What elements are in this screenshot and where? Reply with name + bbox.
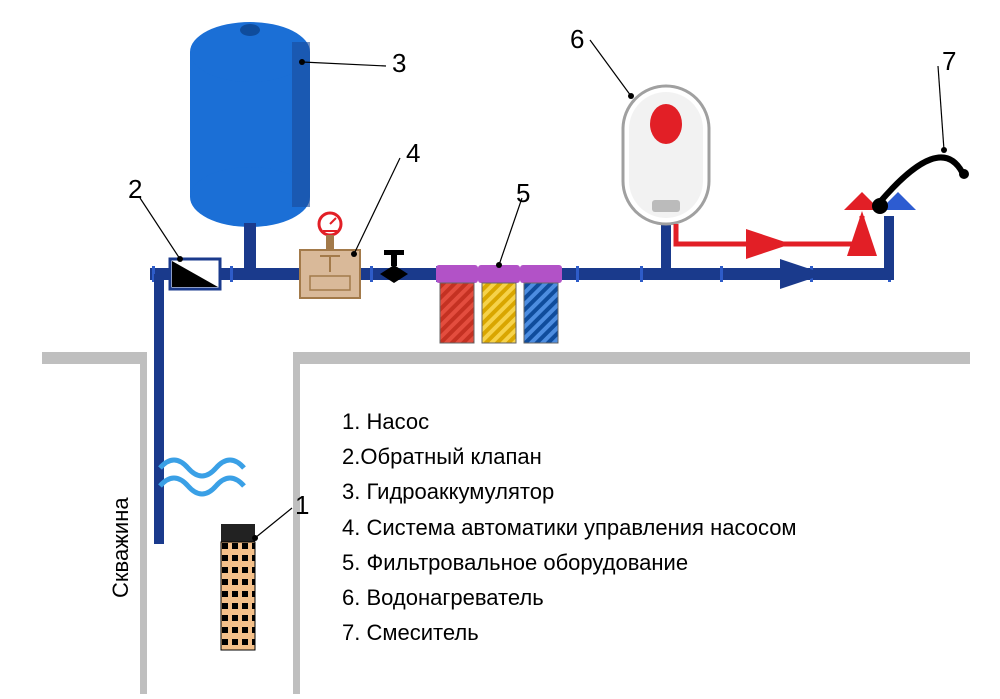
- callout-3: 3: [392, 48, 406, 79]
- legend-item-6: 6. Водонагреватель: [342, 580, 797, 615]
- callout-2: 2: [128, 174, 142, 205]
- legend-item-2: 2.Обратный клапан: [342, 439, 797, 474]
- callout-1: 1: [295, 490, 309, 521]
- callout-6: 6: [570, 24, 584, 55]
- legend-item-3: 3. Гидроаккумулятор: [342, 474, 797, 509]
- callout-7: 7: [942, 46, 956, 77]
- callout-5: 5: [516, 178, 530, 209]
- water-system-diagram: 1 2 3 4 5 6 7 Скважина 1. Насос 2.Обратн…: [0, 0, 1000, 694]
- legend-item-7: 7. Смеситель: [342, 615, 797, 650]
- legend-item-1: 1. Насос: [342, 404, 797, 439]
- legend-item-4: 4. Система автоматики управления насосом: [342, 510, 797, 545]
- legend-item-5: 5. Фильтровальное оборудование: [342, 545, 797, 580]
- legend-block: 1. Насос 2.Обратный клапан 3. Гидроаккум…: [342, 404, 797, 650]
- well-label: Скважина: [108, 497, 134, 598]
- callout-4: 4: [406, 138, 420, 169]
